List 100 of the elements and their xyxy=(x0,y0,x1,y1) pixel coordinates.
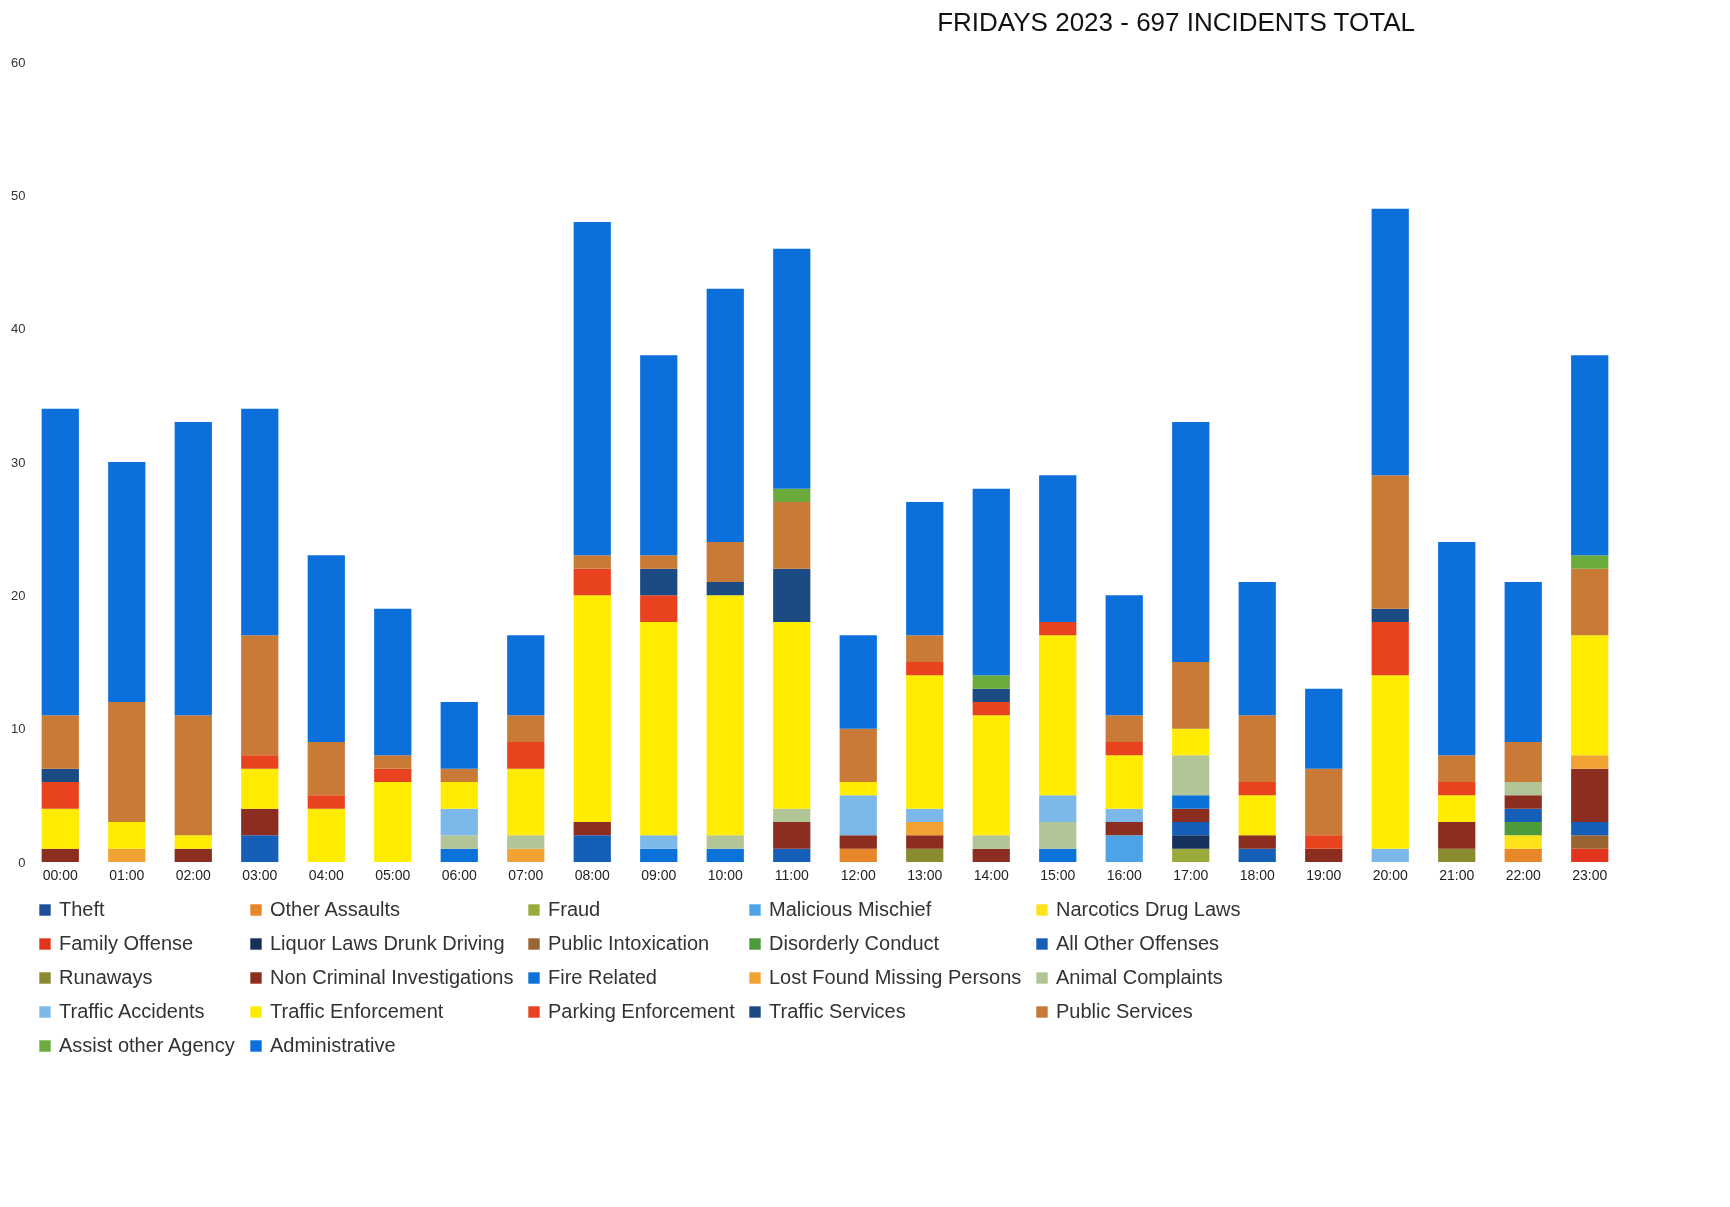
bar xyxy=(1438,782,1476,796)
bar xyxy=(1172,822,1210,836)
bar xyxy=(839,728,877,782)
y-tick-label: 20 xyxy=(11,587,26,603)
bar xyxy=(374,782,412,862)
bar xyxy=(108,848,146,862)
bar xyxy=(1571,822,1609,836)
bar xyxy=(573,568,611,596)
bar xyxy=(1571,355,1609,556)
x-tick-label: 05:00 xyxy=(375,866,411,883)
bar xyxy=(307,808,345,862)
y-tick-label: 0 xyxy=(18,854,26,870)
bar xyxy=(972,715,1010,836)
bar xyxy=(1438,822,1476,849)
x-tick-label: 12:00 xyxy=(840,866,876,883)
bar xyxy=(1238,715,1276,782)
bar xyxy=(374,755,412,769)
bar xyxy=(1039,475,1077,622)
bar xyxy=(640,848,678,862)
legend-label: Animal Complaints xyxy=(1056,966,1223,988)
legend-label: Disorderly Conduct xyxy=(769,932,940,954)
bar xyxy=(1105,835,1143,862)
legend-label: Traffic Services xyxy=(769,1000,906,1022)
bar xyxy=(1238,848,1276,862)
bar xyxy=(41,808,79,849)
x-tick-label: 06:00 xyxy=(441,866,477,883)
legend-label: Non Criminal Investigations xyxy=(270,966,514,988)
bar xyxy=(1438,542,1476,756)
bar xyxy=(1238,582,1276,716)
bar xyxy=(1172,662,1210,729)
bar xyxy=(706,835,744,849)
bar xyxy=(307,742,345,796)
bar xyxy=(1305,848,1343,862)
x-tick-label: 07:00 xyxy=(508,866,544,883)
x-tick-label: 11:00 xyxy=(774,866,809,883)
bar xyxy=(1371,675,1409,849)
bar xyxy=(507,635,545,716)
y-tick-label: 10 xyxy=(11,721,26,737)
bar xyxy=(41,408,79,716)
bar xyxy=(906,808,944,822)
bar xyxy=(573,222,611,556)
bar xyxy=(507,768,545,836)
bar xyxy=(839,635,877,729)
bar xyxy=(174,835,212,849)
bar xyxy=(640,355,678,556)
x-tick-label: 18:00 xyxy=(1239,866,1275,883)
x-tick-label: 03:00 xyxy=(242,866,278,883)
bar xyxy=(1504,808,1542,822)
bar xyxy=(706,542,744,582)
legend-label: Other Assaults xyxy=(270,898,401,920)
x-tick-label: 00:00 xyxy=(42,866,78,883)
bar xyxy=(972,835,1010,849)
bar xyxy=(1371,622,1409,676)
bar xyxy=(1571,835,1609,849)
legend-label: Public Intoxication xyxy=(548,932,710,954)
x-tick-label: 04:00 xyxy=(308,866,344,883)
bar xyxy=(773,502,811,569)
bar xyxy=(1238,835,1276,849)
bar xyxy=(706,595,744,836)
bar xyxy=(1504,848,1542,862)
bar xyxy=(1504,822,1542,836)
bar xyxy=(1105,755,1143,809)
bar xyxy=(640,595,678,622)
bar xyxy=(972,702,1010,716)
y-tick-label: 30 xyxy=(11,454,26,470)
bar xyxy=(906,835,944,849)
bar xyxy=(1172,835,1210,849)
bar xyxy=(241,768,279,809)
bar xyxy=(1504,795,1542,809)
bar xyxy=(1105,715,1143,742)
bar xyxy=(440,848,478,862)
bar xyxy=(573,822,611,836)
bar xyxy=(1238,795,1276,836)
bar xyxy=(1172,795,1210,809)
legend-label: Traffic Enforcement xyxy=(270,1000,444,1022)
bar xyxy=(906,675,944,809)
bar xyxy=(972,848,1010,862)
bar xyxy=(706,582,744,596)
bar xyxy=(374,608,412,756)
legend-label: Family Offense xyxy=(59,932,194,954)
bar xyxy=(374,768,412,782)
bar xyxy=(307,555,345,742)
bar xyxy=(1039,635,1077,796)
bar xyxy=(1305,835,1343,849)
x-tick-label: 13:00 xyxy=(907,866,943,883)
y-tick-label: 60 xyxy=(11,54,26,70)
bar xyxy=(440,768,478,782)
bar xyxy=(440,808,478,836)
x-tick-label: 15:00 xyxy=(1040,866,1076,883)
bar xyxy=(906,662,944,676)
bar xyxy=(839,795,877,836)
bar xyxy=(1371,608,1409,622)
bar xyxy=(773,808,811,822)
x-tick-label: 19:00 xyxy=(1306,866,1342,883)
bar xyxy=(1504,582,1542,742)
legend-label: Lost Found Missing Persons xyxy=(769,966,1022,988)
bar xyxy=(640,622,678,836)
bar xyxy=(507,742,545,769)
bar xyxy=(1504,835,1542,849)
legend-label: Narcotics Drug Laws xyxy=(1056,898,1241,920)
